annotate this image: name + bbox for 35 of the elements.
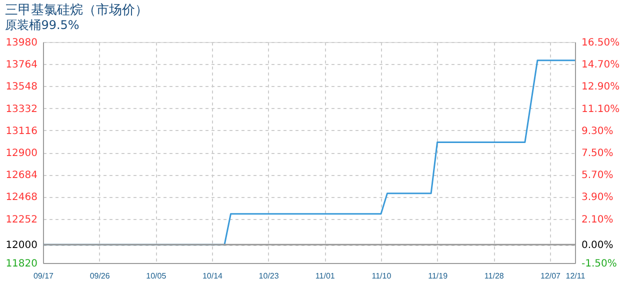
x-tick-label: 10/14 [202,272,224,280]
chart-subtitle: 原装桶99.5% [5,18,80,32]
y2-tick-label: 0.00% [582,240,614,252]
y-tick-label: 13332 [6,104,38,115]
x-tick-label: 09/17 [33,272,54,280]
y-tick-label: 12684 [6,170,38,182]
x-tick-label: 11/28 [484,272,504,280]
x-tick-label: 11/19 [428,272,448,280]
chart-title: 三甲基氯硅烷（市场价） [5,3,148,18]
y-tick-label: 13116 [6,126,38,137]
x-tick-label: 12/07 [540,272,562,280]
y2-tick-label: 14.70% [582,60,620,71]
y2-tick-label: 5.70% [582,170,614,182]
x-tick-label: 10/23 [258,272,280,280]
y2-tick-label: 16.50% [582,38,620,48]
y-tick-label: 12900 [6,148,38,159]
y-tick-label: 12252 [6,214,38,226]
x-tick-label: 12/11 [566,272,586,280]
y2-tick-label: 12.90% [582,82,620,93]
y2-tick-label: 3.90% [582,192,614,204]
y2-tick-label: 2.10% [582,214,614,226]
y2-tick-label: 9.30% [582,126,614,137]
y-tick-label: 13980 [6,38,38,48]
y-tick-label: 13548 [6,82,38,93]
x-tick-label: 11/01 [315,272,336,280]
y-tick-label: 12468 [6,192,38,204]
x-tick-label: 09/26 [90,272,110,280]
y-tick-label: 11820 [6,258,38,270]
y2-tick-label: 7.50% [582,148,614,159]
y-tick-label: 12000 [6,240,38,252]
x-tick-label: 10/05 [146,272,167,280]
y-tick-label: 13764 [6,60,38,71]
y2-tick-label: 11.10% [582,104,620,115]
y2-tick-label: -1.50% [582,258,617,270]
x-tick-label: 11/10 [372,272,392,280]
